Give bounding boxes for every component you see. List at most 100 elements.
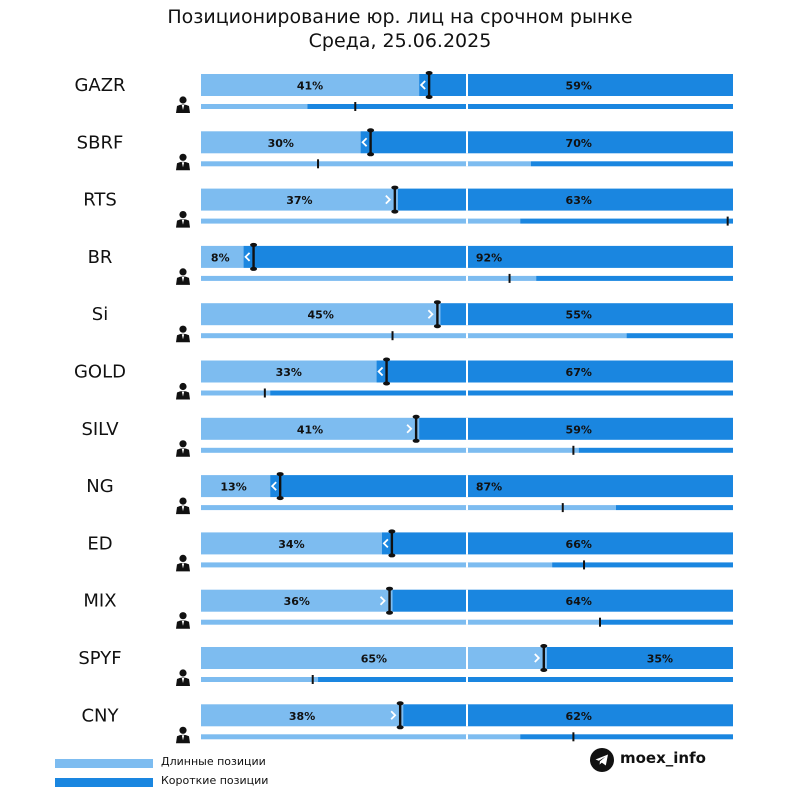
change-marker-cap: [388, 553, 396, 558]
legend-long-label: Длинные позиции: [161, 755, 266, 768]
sub-bar-short: [530, 161, 733, 167]
change-marker: [393, 186, 397, 213]
category-label: SILV: [81, 419, 119, 440]
person-icon: [176, 726, 190, 744]
change-arrow: [534, 653, 541, 663]
category-label: ED: [87, 533, 112, 554]
person-icon: [176, 325, 190, 343]
chart-row-gazr: GAZR 41% 59%: [74, 71, 733, 113]
bar-long: [201, 647, 547, 669]
bar-short: [419, 74, 733, 96]
legend-short-label: Короткие позиции: [161, 774, 269, 787]
data-label-long: 41%: [297, 80, 323, 93]
sub-bar-long: [201, 104, 308, 109]
sub-bar-marker: [508, 273, 511, 283]
change-marker: [369, 129, 372, 156]
bar-long: [201, 532, 382, 555]
person-icon: [176, 153, 190, 171]
change-marker-cap: [433, 300, 441, 305]
legend-long-swatch: [55, 759, 153, 768]
sub-bar-long: [201, 619, 600, 625]
bar-short: [376, 360, 733, 383]
sub-bar-long: [201, 333, 627, 339]
sub-bar-long: [201, 734, 521, 740]
change-marker: [390, 530, 394, 557]
bar-short: [440, 303, 733, 326]
change-marker-cap: [391, 209, 399, 214]
telegram-icon: [590, 748, 614, 772]
sub-bar-short: [270, 390, 733, 396]
change-arrow: [379, 596, 386, 606]
chart-title-line1: Позиционирование юр. лиц на срочном рынк…: [167, 6, 633, 28]
sub-bar-long: [201, 275, 537, 281]
data-label-long: 13%: [220, 481, 246, 494]
sub-bar-short: [520, 734, 733, 740]
change-marker-cap: [388, 529, 396, 534]
change-marker-cap: [250, 242, 258, 247]
chart-row-silv: SILV 41% 59%: [81, 414, 733, 457]
change-marker-cap: [425, 95, 433, 99]
change-marker-cap: [276, 472, 284, 477]
category-label: GOLD: [74, 362, 126, 383]
change-marker: [436, 301, 439, 328]
sub-bar-long: [201, 562, 553, 568]
change-marker-cap: [386, 610, 394, 615]
data-label-short: 87%: [476, 481, 502, 494]
change-marker: [542, 645, 545, 671]
chart-row-ng: NG 13% 87%: [86, 472, 733, 515]
person-icon: [176, 497, 190, 515]
sub-bar-long: [201, 677, 319, 682]
person-icon: [176, 211, 190, 228]
change-marker-cap: [396, 725, 404, 730]
legend-short-swatch: [55, 778, 153, 787]
change-marker-cap: [396, 701, 404, 706]
sub-bar-short: [600, 619, 733, 625]
person-icon: [176, 96, 190, 113]
change-marker: [385, 358, 388, 385]
change-marker-cap: [367, 152, 375, 157]
sub-bar-long: [201, 161, 531, 167]
data-label-short: 55%: [566, 309, 592, 322]
change-marker: [427, 72, 431, 98]
data-label-short: 64%: [566, 595, 592, 608]
sub-bar-marker: [572, 732, 575, 742]
change-marker-cap: [383, 357, 391, 362]
change-arrow: [390, 710, 397, 720]
sub-bar-short: [307, 104, 733, 109]
change-marker-cap: [540, 668, 548, 672]
category-label: MIX: [83, 591, 116, 612]
category-label: GAZR: [74, 75, 125, 96]
sub-bar-short: [318, 677, 733, 682]
sub-bar-marker: [317, 159, 320, 169]
sub-bar-marker: [263, 388, 266, 398]
bar-short: [360, 131, 733, 154]
change-arrow: [361, 137, 368, 147]
bar-short: [397, 188, 733, 211]
data-label-long: 36%: [284, 595, 310, 608]
change-marker-cap: [412, 438, 420, 443]
chart-title-line2: Среда, 25.06.2025: [308, 30, 492, 52]
change-marker-cap: [425, 71, 433, 75]
data-label-long: 34%: [278, 538, 304, 551]
chart-row-si: Si 45% 55%: [92, 300, 733, 343]
bar-long: [201, 360, 377, 383]
change-marker: [252, 243, 255, 270]
chart-row-spyf: SPYF 65% 35%: [78, 644, 733, 686]
change-marker: [398, 702, 402, 729]
sub-bar-marker: [391, 331, 394, 341]
person-icon: [176, 440, 190, 457]
sub-bar-marker: [583, 560, 586, 570]
change-marker-cap: [383, 381, 391, 386]
change-marker-cap: [433, 324, 441, 329]
change-marker-cap: [386, 586, 394, 591]
data-label-long: 30%: [268, 137, 294, 150]
change-marker: [278, 473, 282, 500]
data-label-long: 65%: [361, 653, 387, 666]
bar-long: [201, 245, 244, 268]
sub-bar-short: [520, 218, 733, 224]
category-label: SPYF: [78, 648, 121, 669]
data-label-short: 67%: [566, 366, 592, 379]
change-marker: [414, 415, 418, 442]
brand-name: moex_info: [620, 749, 706, 767]
